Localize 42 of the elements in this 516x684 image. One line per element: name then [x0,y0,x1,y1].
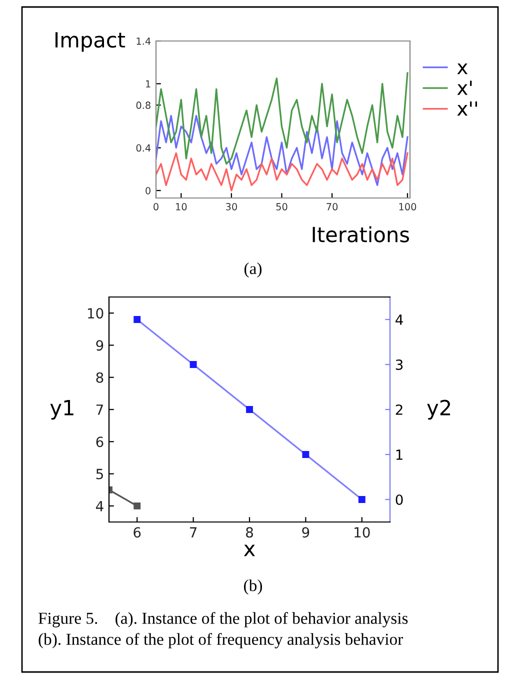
x-tick-label: 10 [176,203,187,210]
text: (b). Instance of the plot of frequency analysis behavior [38,633,403,648]
text: (b) [244,579,262,595]
y-tick-label: 1.4 [136,38,151,45]
y2-tick-label: 3 [396,359,403,370]
x-tick-label: 10 [354,527,370,538]
y2-tick-label: 4 [396,314,403,325]
y2-tick-label: 2 [396,404,402,415]
x-tick-label: 9 [302,527,310,538]
x-tick-label: 0 [154,203,158,210]
y-tick-label: 0.8 [136,102,150,109]
y-axis-title: y1 [50,400,74,420]
y-tick-label: 10 [88,308,104,319]
line-series [156,72,408,165]
y-tick-label: 4 [96,501,104,512]
line-series [156,114,408,186]
line-series [156,152,408,192]
x-tick-label: 100 [399,203,416,210]
y-tick-label: 0 [146,187,150,194]
y2-tick-label: 1 [396,450,402,460]
x-axis-title: x [244,544,255,556]
y-tick-label: 9 [96,340,104,351]
y-tick-label: 6 [96,436,104,448]
legend-label: x' [457,80,472,95]
y-tick-label: 1 [146,80,150,88]
y-tick-label: 8 [96,372,104,383]
x-tick-label: 70 [326,203,338,210]
y-tick-label: 5 [96,468,103,480]
y2-tick-label: 0 [396,494,403,505]
x-tick-label: 30 [226,203,237,210]
y2-axis-title: y2 [427,400,450,420]
y-tick-label: 0.4 [136,144,151,152]
y-tick-label: 7 [96,404,103,415]
x-tick-label: 50 [276,203,288,210]
legend-label: x [457,63,468,74]
text: (a) [244,262,262,278]
y-axis-title: Impact [56,32,126,52]
x-axis-title: Iterations [312,226,409,242]
caption: Figure 5. (a). Instance of the plot of behavior analysis [38,612,408,628]
x-tick-label: 8 [246,527,253,538]
legend-label: x'' [457,101,478,116]
x-tick-label: 7 [190,527,197,538]
